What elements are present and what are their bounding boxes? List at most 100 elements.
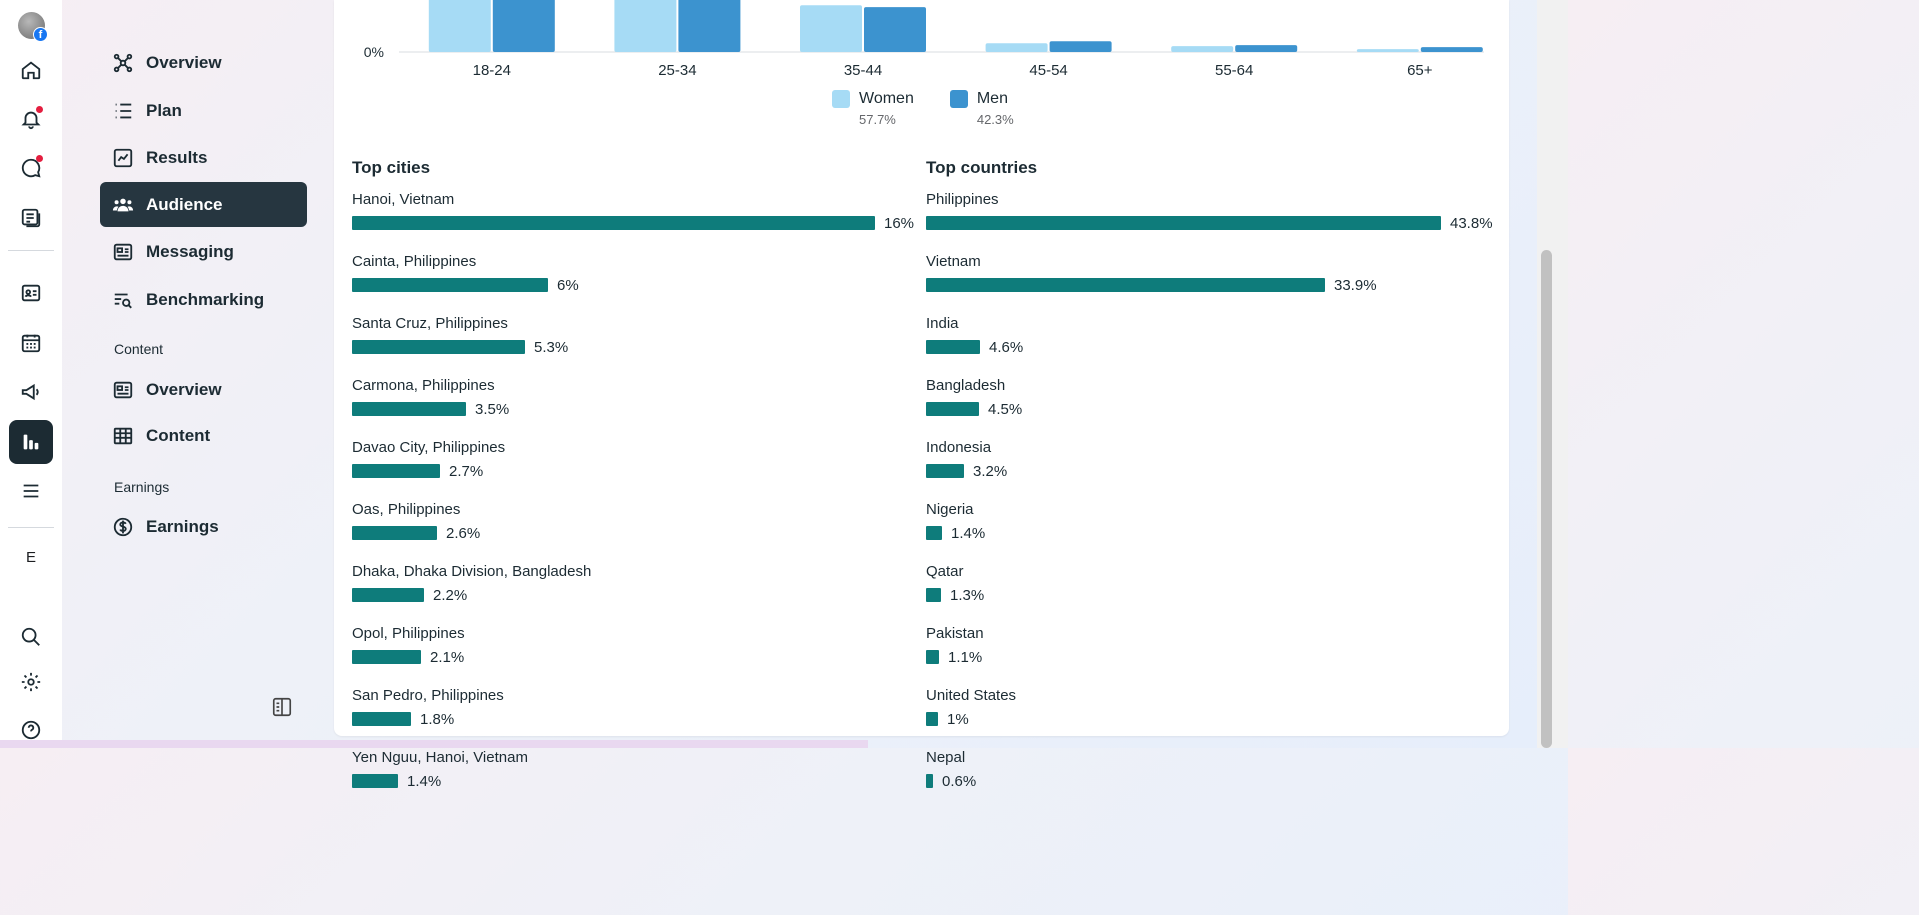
top-countries-section: Top countries Philippines 43.8% Vietnam 33.… bbox=[926, 158, 1496, 802]
city-bar-value: 3.5% bbox=[475, 400, 510, 418]
city-bar-value: 2.1% bbox=[430, 648, 465, 666]
nav-plan[interactable]: Plan bbox=[100, 88, 307, 133]
city-bar-row: 2.6% bbox=[352, 522, 922, 544]
bar-women-45-54[interactable] bbox=[985, 43, 1048, 52]
city-item: Hanoi, Vietnam 16% bbox=[352, 190, 922, 244]
help-icon[interactable] bbox=[9, 708, 53, 752]
bar-men-45-54[interactable] bbox=[1049, 41, 1112, 52]
x-tick-label-25-34: 25-34 bbox=[658, 62, 696, 79]
calendar-icon[interactable] bbox=[9, 321, 53, 365]
nav-audience-label: Audience bbox=[146, 194, 223, 214]
bar-women-35-44[interactable] bbox=[800, 5, 862, 52]
city-bar-value: 2.7% bbox=[449, 462, 484, 480]
city-bar-row: 6% bbox=[352, 274, 922, 296]
profile-avatar[interactable]: f bbox=[18, 12, 48, 42]
insights-chart-icon[interactable] bbox=[9, 420, 53, 464]
posts-feed-icon[interactable] bbox=[9, 196, 53, 240]
nav-content-label: Content bbox=[146, 425, 211, 445]
bar-men-25-34[interactable] bbox=[678, 0, 741, 52]
country-item-label: Bangladesh bbox=[926, 377, 1006, 394]
country-bar-value: 4.5% bbox=[988, 400, 1023, 418]
men-swatch bbox=[949, 90, 968, 108]
legend-women-pct: 57.7% bbox=[859, 112, 896, 127]
city-bar bbox=[352, 774, 398, 788]
bar-women-18-24[interactable] bbox=[428, 0, 491, 52]
country-bar bbox=[926, 526, 942, 540]
messages-chat-icon[interactable] bbox=[9, 146, 53, 190]
city-bar-row: 1.4% bbox=[352, 770, 922, 792]
nav-content-overview[interactable]: Overview bbox=[100, 367, 307, 412]
city-bar-value: 1.8% bbox=[420, 710, 455, 728]
bar-men-55-64[interactable] bbox=[1235, 45, 1298, 52]
country-item-label: Philippines bbox=[926, 191, 999, 208]
contact-card-icon[interactable] bbox=[9, 271, 53, 315]
bar-men-35-44[interactable] bbox=[864, 7, 926, 52]
nav-audience[interactable]: Audience bbox=[100, 182, 307, 227]
search-icon[interactable] bbox=[9, 615, 53, 659]
country-item: United States 1% bbox=[926, 686, 1496, 740]
age-gender-chart: 0% 18-24 25-34 35-44 45-54 55-64 65+ Women 57.… bbox=[334, 0, 1509, 140]
country-bar-row: 1.1% bbox=[926, 646, 1496, 668]
earnings-section-heading: Earnings bbox=[114, 479, 170, 495]
audience-card: 0% 18-24 25-34 35-44 45-54 55-64 65+ Women 57.… bbox=[334, 0, 1509, 790]
country-item: Nigeria 1.4% bbox=[926, 500, 1496, 554]
status-url-strip bbox=[0, 740, 868, 748]
nav-content[interactable]: Content bbox=[100, 413, 307, 458]
message-dot bbox=[36, 155, 43, 162]
country-bar-value: 4.6% bbox=[989, 338, 1024, 356]
city-bar-value: 1.4% bbox=[407, 772, 442, 790]
bar-men-65+[interactable] bbox=[1420, 47, 1483, 52]
nav-benchmarking[interactable]: Benchmarking bbox=[100, 277, 307, 322]
nav-overview[interactable]: Overview bbox=[100, 40, 307, 85]
nav-earnings[interactable]: Earnings bbox=[100, 504, 307, 549]
x-tick-label-65+: 65+ bbox=[1407, 62, 1433, 79]
page-scrollbar-thumb[interactable] bbox=[1541, 250, 1552, 748]
bar-men-18-24[interactable] bbox=[492, 0, 555, 52]
city-bar bbox=[352, 526, 437, 540]
nav-earnings-label: Earnings bbox=[146, 516, 219, 536]
city-item-label: Cainta, Philippines bbox=[352, 253, 477, 270]
home-icon[interactable] bbox=[9, 48, 53, 92]
audience-people-icon bbox=[112, 198, 134, 211]
country-bar bbox=[926, 650, 939, 664]
country-item-label: Nigeria bbox=[926, 501, 974, 518]
bar-women-25-34[interactable] bbox=[614, 0, 677, 52]
city-item-label: Oas, Philippines bbox=[352, 501, 461, 518]
city-bar bbox=[352, 278, 548, 292]
city-bar-value: 5.3% bbox=[534, 338, 569, 356]
content-overview-card-icon bbox=[113, 381, 133, 398]
bar-women-55-64[interactable] bbox=[1171, 46, 1234, 52]
city-item: Yen Nguu, Hanoi, Vietnam 1.4% bbox=[352, 748, 922, 802]
city-bar-value: 6% bbox=[557, 276, 579, 294]
city-item: San Pedro, Philippines 1.8% bbox=[352, 686, 922, 740]
top-cities-section: Top cities Hanoi, Vietnam 16% Cainta, Phil… bbox=[352, 158, 922, 802]
top-countries-list: Philippines 43.8% Vietnam 33.9% India 4.6% Ban… bbox=[926, 190, 1496, 802]
y-tick-label: 0% bbox=[364, 44, 384, 60]
menu-hamburger-icon[interactable] bbox=[9, 469, 53, 513]
country-item: Indonesia 3.2% bbox=[926, 438, 1496, 492]
city-item: Cainta, Philippines 6% bbox=[352, 252, 922, 306]
country-item-label: United States bbox=[926, 687, 1017, 704]
nav-results-label: Results bbox=[146, 147, 208, 167]
country-item: India 4.6% bbox=[926, 314, 1496, 368]
bar-women-65+[interactable] bbox=[1356, 49, 1419, 52]
city-bar-value: 2.6% bbox=[446, 524, 481, 542]
nav-results[interactable]: Results bbox=[100, 135, 307, 180]
facebook-badge-icon: f bbox=[33, 27, 48, 42]
notification-dot bbox=[36, 106, 43, 113]
settings-gear-icon[interactable] bbox=[9, 660, 53, 704]
nav-plan-label: Plan bbox=[146, 100, 182, 120]
country-bar bbox=[926, 340, 980, 354]
country-item: Qatar 1.3% bbox=[926, 562, 1496, 616]
legend-men-pct: 42.3% bbox=[976, 112, 1014, 127]
account-initial[interactable]: E bbox=[25, 549, 36, 566]
nav-messaging[interactable]: Messaging bbox=[100, 229, 307, 274]
chart-legend: Women 57.7% Men 42.3% bbox=[832, 90, 1014, 127]
country-bar-value: 1.4% bbox=[951, 524, 986, 542]
country-item: Bangladesh 4.5% bbox=[926, 376, 1496, 430]
country-bar-value: 1% bbox=[947, 710, 969, 728]
collapse-sidebar-icon[interactable] bbox=[271, 696, 293, 718]
notifications-bell-icon[interactable] bbox=[9, 97, 53, 141]
country-bar-row: 1.3% bbox=[926, 584, 1496, 606]
ads-megaphone-icon[interactable] bbox=[9, 370, 53, 414]
